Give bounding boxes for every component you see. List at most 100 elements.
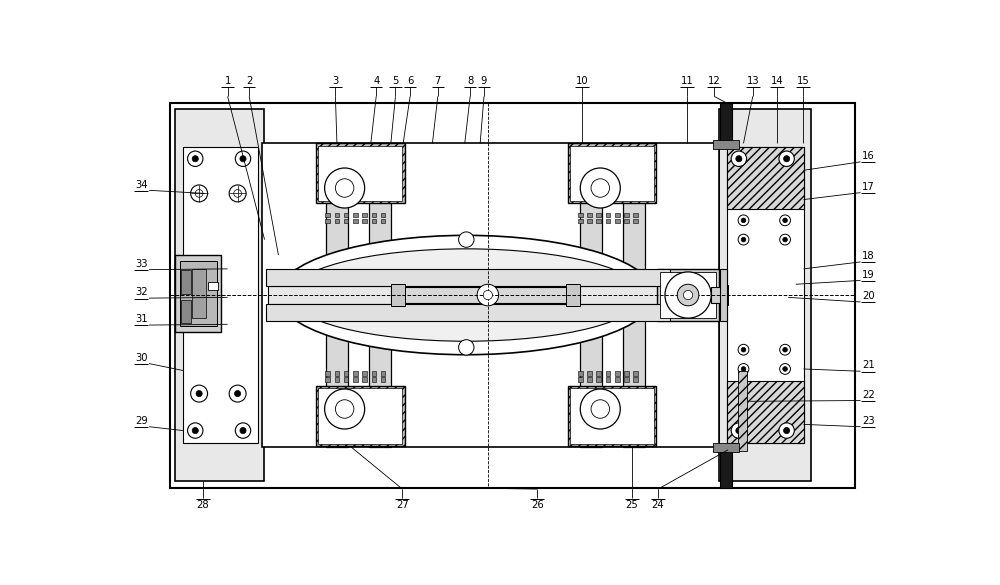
Circle shape — [591, 179, 610, 197]
Circle shape — [229, 385, 246, 402]
Bar — [208, 282, 218, 290]
Text: 1: 1 — [224, 75, 231, 85]
Bar — [381, 213, 385, 217]
Bar — [335, 377, 339, 382]
Text: 27: 27 — [396, 500, 409, 510]
Text: 29: 29 — [135, 416, 148, 426]
Circle shape — [580, 389, 620, 429]
Text: 32: 32 — [135, 287, 148, 297]
Bar — [606, 377, 610, 382]
Circle shape — [738, 215, 749, 226]
Bar — [362, 377, 367, 382]
Text: 21: 21 — [862, 360, 875, 370]
Circle shape — [192, 156, 198, 162]
Bar — [175, 109, 264, 481]
Bar — [381, 219, 385, 223]
Bar — [633, 377, 638, 382]
Circle shape — [240, 428, 246, 433]
Circle shape — [188, 151, 203, 167]
Bar — [727, 147, 804, 209]
Bar — [372, 213, 376, 217]
Bar — [606, 219, 610, 223]
Text: 16: 16 — [862, 151, 875, 161]
Circle shape — [736, 428, 742, 433]
Bar — [713, 443, 739, 452]
Text: 11: 11 — [681, 75, 694, 85]
Circle shape — [783, 347, 787, 352]
Bar — [633, 219, 638, 223]
Bar — [381, 377, 385, 382]
Bar — [316, 143, 405, 204]
Circle shape — [738, 234, 749, 245]
Bar — [570, 388, 654, 443]
Bar — [381, 371, 385, 376]
Circle shape — [229, 185, 246, 202]
Circle shape — [783, 238, 787, 242]
Bar — [362, 213, 367, 217]
Circle shape — [191, 185, 208, 202]
Circle shape — [780, 234, 790, 245]
Bar — [615, 377, 620, 382]
Circle shape — [736, 156, 742, 162]
Text: 10: 10 — [575, 75, 588, 85]
Bar — [578, 377, 583, 382]
Bar — [596, 213, 601, 217]
Bar — [326, 143, 348, 447]
Bar — [570, 146, 654, 201]
Bar — [344, 377, 348, 382]
Bar — [596, 371, 601, 376]
Circle shape — [779, 151, 794, 167]
Text: 7: 7 — [435, 75, 441, 85]
Text: 25: 25 — [625, 500, 638, 510]
Circle shape — [335, 400, 354, 418]
Bar — [266, 269, 670, 286]
Bar — [727, 147, 804, 443]
Bar — [318, 146, 402, 201]
Bar — [372, 371, 376, 376]
Text: 23: 23 — [862, 416, 875, 426]
Text: 22: 22 — [862, 390, 875, 400]
Bar — [353, 213, 358, 217]
Bar — [596, 219, 601, 223]
Circle shape — [783, 367, 787, 371]
Bar — [568, 386, 656, 446]
Bar — [713, 139, 739, 149]
Circle shape — [335, 179, 354, 197]
Bar — [335, 371, 339, 376]
Bar — [623, 143, 645, 447]
Circle shape — [780, 363, 790, 374]
Text: 13: 13 — [746, 75, 759, 85]
Bar — [325, 371, 330, 376]
Text: 28: 28 — [197, 500, 209, 510]
Bar — [266, 304, 670, 321]
Text: 5: 5 — [392, 75, 399, 85]
Circle shape — [234, 190, 241, 197]
Bar — [181, 270, 191, 294]
Bar — [624, 219, 629, 223]
Circle shape — [188, 423, 203, 438]
Circle shape — [741, 238, 746, 242]
Text: 17: 17 — [862, 182, 875, 192]
Bar — [262, 143, 719, 447]
Text: 19: 19 — [862, 270, 875, 280]
Bar — [325, 213, 330, 217]
Bar — [391, 284, 405, 306]
Bar — [344, 213, 348, 217]
Text: 15: 15 — [796, 75, 809, 85]
Circle shape — [240, 156, 246, 162]
Text: 6: 6 — [407, 75, 413, 85]
Bar — [587, 219, 592, 223]
Bar — [606, 371, 610, 376]
Bar — [353, 219, 358, 223]
Bar — [325, 377, 330, 382]
Ellipse shape — [278, 235, 655, 355]
Bar — [720, 285, 728, 305]
Circle shape — [192, 428, 198, 433]
Bar — [372, 219, 376, 223]
Bar — [369, 143, 391, 447]
Circle shape — [741, 347, 746, 352]
Circle shape — [591, 400, 610, 418]
Circle shape — [235, 423, 251, 438]
Circle shape — [731, 423, 747, 438]
Bar — [578, 371, 583, 376]
